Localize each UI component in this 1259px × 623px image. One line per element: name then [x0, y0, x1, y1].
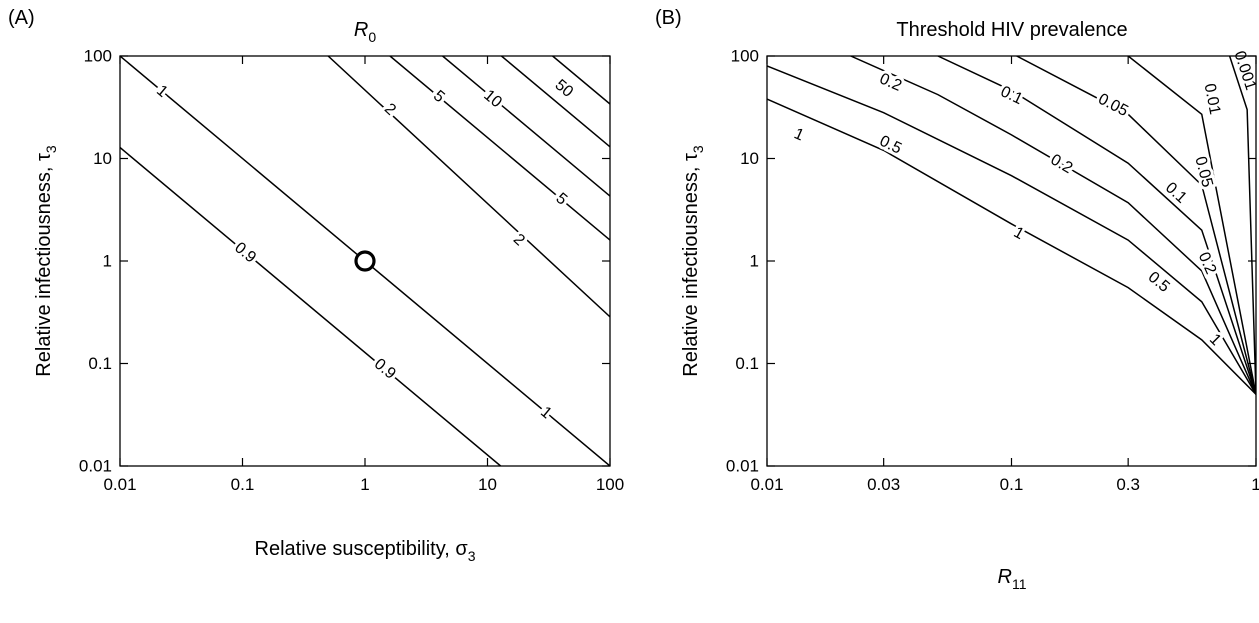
panel-a-y-tick-label: 100	[84, 47, 112, 66]
panel-b-y-tick-label: 0.1	[735, 354, 759, 373]
panel-a-contour-line	[500, 56, 610, 148]
panel-b-contour-label: 1	[791, 125, 806, 144]
panel-b-contour-label: 0.2	[877, 70, 904, 95]
panel-b-contour-line	[1016, 56, 1256, 395]
panel-b-x-tick-label: 0.01	[750, 475, 783, 494]
panel-b-contour-label: 0.1	[1162, 179, 1190, 207]
panel-b-title: Threshold HIV prevalence	[896, 19, 1127, 41]
panel-b-contour-line	[937, 56, 1256, 395]
panel-a-x-tick-label: 0.01	[103, 475, 136, 494]
panel-b-contour-label: 0.5	[877, 133, 905, 158]
panel-b-x-tick-label: 0.03	[867, 475, 900, 494]
panel-b-x-tick-label: 1	[1251, 475, 1259, 494]
panel-a-open-circle-marker	[354, 250, 376, 272]
panel-b-contour-label: 0.05	[1191, 155, 1215, 190]
panel-b-x-tick-label: 0.1	[1000, 475, 1024, 494]
panel-a-contour-label: 50	[552, 76, 577, 101]
panel-a-x-tick-label: 10	[478, 475, 497, 494]
panel-b-y-axis-title: Relative infectiousness, τ3	[680, 145, 706, 377]
panel-b-y-tick-label: 100	[731, 47, 759, 66]
panel-a-contour-line	[327, 56, 610, 318]
panel-b-contour-line	[767, 98, 1256, 395]
panel-a-y-axis-title: Relative infectiousness, τ3	[33, 145, 59, 377]
panel-a-x-axis-title: Relative susceptibility, σ3	[255, 538, 476, 564]
panel-b-x-ticks: 0.01 0.03 0.1 0.3 1	[750, 56, 1259, 494]
panel-b-contour-line	[1127, 56, 1256, 395]
panel-a-contour-line	[120, 146, 502, 466]
panel-b-contour-label: 0.01	[1201, 82, 1224, 116]
panel-a-contour-label: 5	[552, 190, 570, 209]
panel-a-marker-group	[354, 250, 376, 272]
panel-a-y-ticks: 0.01 0.1 1 10 100	[79, 47, 610, 476]
panel-b-contour-label: 0.5	[1145, 269, 1173, 296]
panel-a-y-tick-label: 10	[93, 149, 112, 168]
panel-a-y-tick-label: 0.1	[88, 354, 112, 373]
panel-b-contour-label: 0.1	[998, 83, 1025, 108]
panel-a-label: (A)	[8, 7, 35, 29]
panel-a-contour-label: 2	[510, 231, 528, 250]
panel-a-contour-line	[389, 56, 610, 241]
panel-b: (B) Threshold HIV prevalence 1110.50.50.…	[655, 7, 1259, 592]
panel-b-plot-frame	[766, 55, 1257, 467]
panel-b-contour-line	[767, 65, 1256, 395]
panel-a-y-tick-label: 0.01	[79, 457, 112, 476]
panel-b-contour-label: 0.05	[1095, 91, 1131, 121]
panel-a-x-ticks: 0.01 0.1 1 10 100	[103, 56, 624, 494]
panel-a-y-tick-label: 1	[103, 252, 112, 271]
panel-a-x-tick-label: 0.1	[231, 475, 255, 494]
panel-b-contour-line	[1228, 56, 1256, 395]
panel-a-contour-line	[442, 56, 610, 197]
panel-b-x-axis-title: R11	[998, 566, 1027, 592]
panel-a-contour-line	[552, 56, 610, 105]
panel-a-title: R0	[354, 19, 376, 45]
panel-b-label: (B)	[655, 7, 682, 29]
panel-b-x-tick-label: 0.3	[1116, 475, 1140, 494]
panel-b-y-tick-label: 1	[750, 252, 759, 271]
panel-a-contour-lines	[120, 56, 610, 466]
panel-b-y-tick-label: 0.01	[726, 457, 759, 476]
panel-a-x-tick-label: 100	[596, 475, 624, 494]
panel-b-y-tick-label: 10	[740, 149, 759, 168]
panel-b-contour-line	[850, 56, 1256, 395]
panel-b-y-ticks: 0.01 0.1 1 10 100	[726, 47, 1256, 476]
panel-b-contour-label: 1	[1011, 224, 1027, 243]
panel-a-contour-label: 5	[430, 87, 448, 106]
panel-b-contour-lines	[767, 56, 1256, 395]
panel-b-contour-labels: 1110.50.50.20.20.20.10.10.050.050.010.00…	[788, 46, 1259, 352]
panel-b-contour-label: 0.2	[1048, 151, 1076, 177]
panel-a-x-tick-label: 1	[360, 475, 369, 494]
panel-a-contour-label: 0.9	[371, 356, 399, 383]
panel-a-contour-label: 2	[381, 100, 399, 119]
